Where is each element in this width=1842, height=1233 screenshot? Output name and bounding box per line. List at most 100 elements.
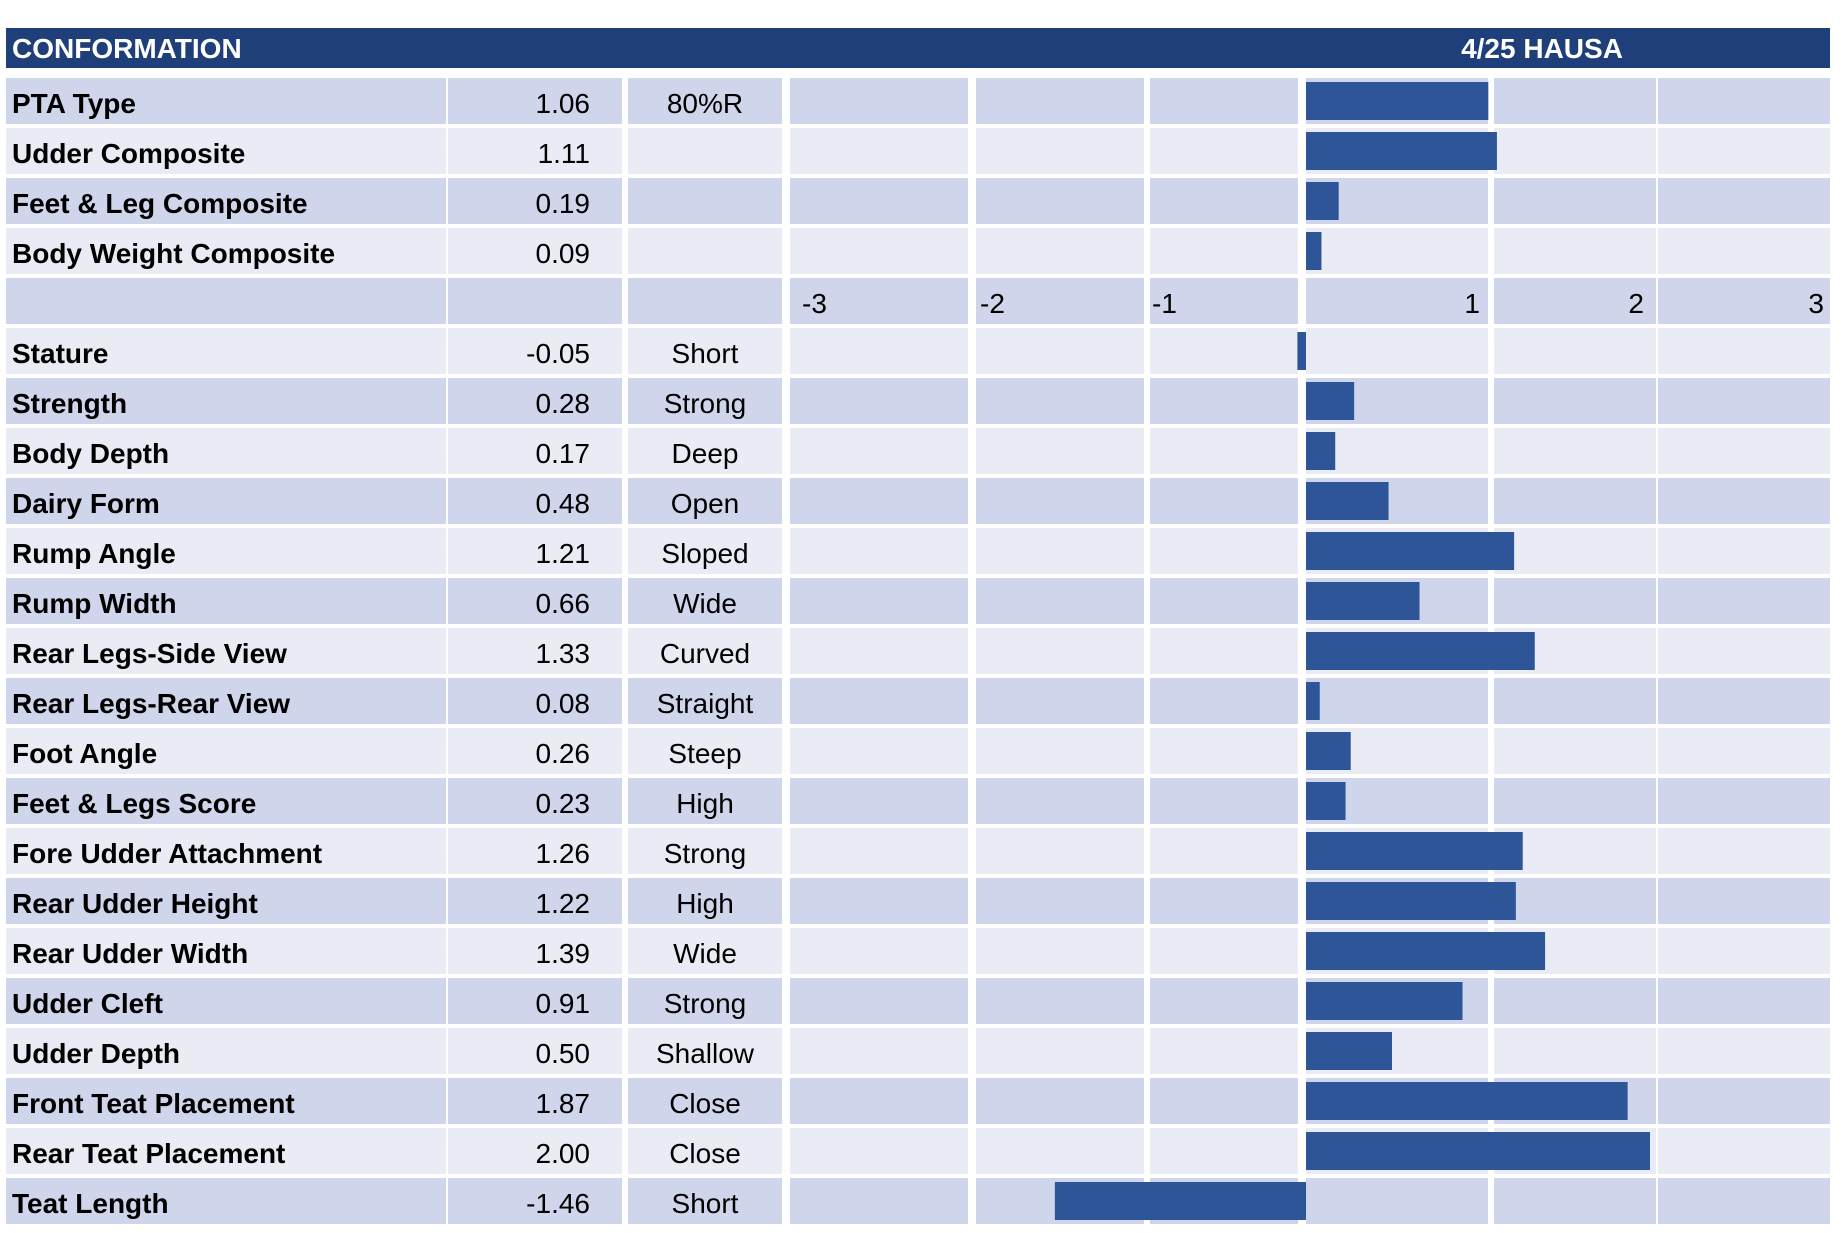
table-cell (628, 978, 782, 1024)
table-cell (1150, 378, 1298, 424)
table-cell (628, 628, 782, 674)
table-cell (448, 1128, 622, 1174)
table-cell (448, 128, 622, 174)
table-cell (976, 478, 1144, 524)
trait-label: Udder Composite (12, 138, 245, 169)
trait-value: 0.66 (536, 588, 591, 619)
value-bar (1306, 1032, 1392, 1070)
table-cell (976, 78, 1144, 124)
table-cell (1494, 228, 1656, 274)
trait-label: Teat Length (12, 1188, 169, 1219)
trait-value: -0.05 (526, 338, 590, 369)
table-cell (628, 478, 782, 524)
table-cell (976, 578, 1144, 624)
table-cell (1150, 778, 1298, 824)
value-bar (1306, 682, 1320, 720)
trait-label: Foot Angle (12, 738, 157, 769)
axis-tick-label: 1 (1464, 288, 1480, 319)
table-cell (1150, 128, 1298, 174)
table-cell (1658, 528, 1830, 574)
trait-label: Stature (12, 338, 108, 369)
trait-note: Shallow (656, 1038, 755, 1069)
trait-note: Short (672, 1188, 739, 1219)
table-cell (1150, 228, 1298, 274)
trait-value: 1.39 (536, 938, 591, 969)
table-cell (1658, 778, 1830, 824)
value-bar (1306, 632, 1535, 670)
table-cell (1658, 128, 1830, 174)
trait-note: Wide (673, 588, 737, 619)
table-cell (790, 528, 968, 574)
table-cell (1494, 478, 1656, 524)
table-rows: PTA Type 1.06 80%R Udder Composite 1.11 Feet … (6, 78, 1830, 1224)
table-cell (1150, 978, 1298, 1024)
table-cell (448, 778, 622, 824)
trait-label: Udder Cleft (12, 988, 163, 1019)
value-bar (1306, 82, 1489, 120)
trait-label: Rear Legs-Rear View (12, 688, 290, 719)
table-cell (1150, 328, 1298, 374)
table-cell (1150, 628, 1298, 674)
table-cell (628, 378, 782, 424)
table-cell (790, 78, 968, 124)
table-cell (1150, 1028, 1298, 1074)
table-cell (790, 678, 968, 724)
trait-note: High (676, 888, 734, 919)
table-cell (1658, 1178, 1830, 1224)
table-cell (628, 878, 782, 924)
table-cell (1658, 978, 1830, 1024)
table-cell (1150, 728, 1298, 774)
table-cell (790, 128, 968, 174)
table-cell (1150, 678, 1298, 724)
table-cell (1658, 678, 1830, 724)
table-cell (1658, 178, 1830, 224)
table-cell (628, 178, 782, 224)
table-cell (790, 328, 968, 374)
table-cell (628, 728, 782, 774)
table-cell (976, 178, 1144, 224)
table-cell (790, 228, 968, 274)
trait-label: Dairy Form (12, 488, 160, 519)
trait-value: 0.23 (536, 788, 591, 819)
table-cell (1658, 828, 1830, 874)
table-cell (1494, 378, 1656, 424)
trait-note: Strong (664, 838, 747, 869)
table-cell (628, 578, 782, 624)
trait-label: Rear Udder Height (12, 888, 258, 919)
table-cell (976, 828, 1144, 874)
trait-note: Sloped (661, 538, 748, 569)
table-cell (790, 978, 968, 1024)
table-cell (790, 928, 968, 974)
trait-value: 0.19 (536, 188, 591, 219)
table-cell (1658, 378, 1830, 424)
value-bar (1306, 482, 1389, 520)
table-cell (448, 928, 622, 974)
table-cell (976, 878, 1144, 924)
value-bar (1306, 832, 1523, 870)
table-cell (1306, 328, 1488, 374)
value-bar (1306, 232, 1322, 270)
table-cell (1658, 428, 1830, 474)
table-cell (1494, 878, 1656, 924)
table-cell (6, 728, 446, 774)
table-cell (1494, 78, 1656, 124)
value-bar (1306, 132, 1497, 170)
table-cell (1494, 328, 1656, 374)
table-cell (976, 278, 1144, 324)
trait-label: Rump Angle (12, 538, 176, 569)
trait-value: 1.22 (536, 888, 591, 919)
axis-tick-label: 2 (1628, 288, 1644, 319)
trait-note: Close (669, 1088, 741, 1119)
trait-label: Feet & Leg Composite (12, 188, 308, 219)
table-cell (790, 628, 968, 674)
trait-value: 0.09 (536, 238, 591, 269)
table-cell (448, 178, 622, 224)
table-cell (1658, 628, 1830, 674)
table-cell (448, 528, 622, 574)
table-cell (976, 628, 1144, 674)
table-cell (6, 678, 446, 724)
trait-value: 1.87 (536, 1088, 591, 1119)
trait-value: 0.17 (536, 438, 591, 469)
table-cell (448, 678, 622, 724)
